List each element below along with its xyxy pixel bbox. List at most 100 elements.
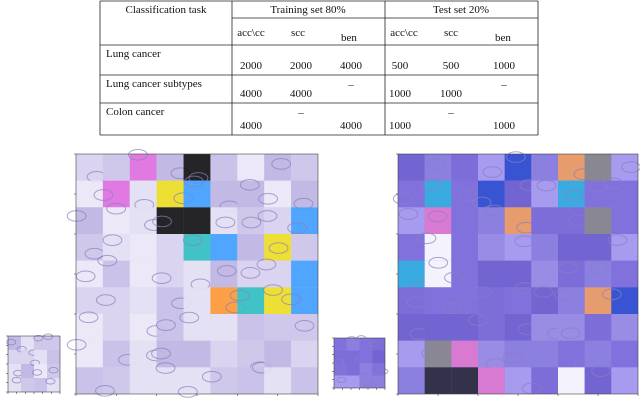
image-tile — [291, 287, 318, 314]
image-tile — [210, 207, 238, 234]
image-tile — [291, 180, 318, 208]
tissue-blob — [591, 365, 611, 377]
image-tile — [34, 336, 47, 350]
image-tile — [210, 340, 238, 368]
image-tile — [129, 207, 157, 234]
tissue-blob — [428, 256, 449, 269]
image-tile — [504, 154, 532, 181]
image-tile — [451, 207, 478, 234]
tissue-blob — [151, 272, 172, 285]
image-tile — [531, 260, 558, 288]
image-tile — [183, 234, 211, 261]
image-tile — [129, 314, 157, 341]
image-tile — [478, 207, 505, 234]
image-tile — [424, 340, 452, 368]
sub-header: ben — [341, 32, 357, 44]
image-tile — [291, 234, 318, 261]
image-tile — [102, 234, 130, 261]
image-tile — [76, 287, 103, 314]
image-tile — [47, 378, 60, 392]
image-tile — [76, 260, 103, 288]
tissue-blob — [603, 177, 623, 190]
image-tile — [210, 314, 238, 341]
cell-value: 1000 — [493, 60, 516, 72]
image-tile — [291, 207, 318, 234]
image-tile — [102, 154, 130, 181]
column-header: Classification task — [126, 4, 207, 16]
tissue-blob — [32, 369, 43, 376]
sub-header: scc — [444, 27, 458, 39]
cell-value: 1000 — [389, 120, 412, 132]
image-tile — [76, 154, 103, 181]
tissue-blob — [33, 334, 44, 342]
image-tile — [451, 180, 478, 208]
cell-value: 4000 — [290, 88, 313, 100]
image-tile — [611, 260, 638, 288]
empty-cell: – — [500, 79, 507, 91]
image-tile — [398, 367, 425, 394]
cell-value: 4000 — [240, 120, 263, 132]
tissue-blob — [553, 288, 574, 301]
tissue-blob — [184, 175, 204, 188]
image-tile — [334, 350, 347, 363]
tissue-blob — [182, 234, 203, 247]
image-tile — [359, 338, 373, 351]
image-tile — [129, 154, 157, 181]
tissue-blob — [368, 341, 379, 348]
image-tile — [291, 260, 318, 288]
tissue-blob — [155, 362, 176, 374]
tissue-blob — [421, 347, 442, 360]
empty-cell: – — [297, 107, 304, 119]
tissue-blob — [6, 338, 17, 346]
image-tile — [264, 340, 292, 368]
image-tile — [584, 340, 612, 368]
image-tile — [291, 154, 318, 181]
image-tile — [584, 314, 612, 341]
image-tile — [183, 314, 211, 341]
image-tile — [451, 314, 478, 341]
cell-value: 500 — [443, 60, 460, 72]
image-tile — [346, 363, 360, 376]
image-tile — [156, 207, 184, 234]
image-tile — [398, 287, 425, 314]
image-tile — [102, 260, 130, 288]
tissue-blob — [484, 204, 505, 217]
empty-cell: – — [347, 79, 354, 91]
image-tile — [237, 154, 265, 181]
image-tile — [359, 350, 373, 363]
image-tile — [210, 234, 238, 261]
image-tile — [21, 350, 34, 364]
image-tile — [611, 207, 638, 234]
image-tile — [34, 350, 47, 364]
image-tile — [237, 340, 265, 368]
image-tile — [531, 154, 558, 181]
image-tile — [478, 234, 505, 261]
image-tile — [76, 234, 103, 261]
image-tile — [21, 364, 34, 378]
image-tile — [102, 340, 130, 368]
image-tile — [334, 363, 347, 376]
tissue-blob — [240, 267, 261, 279]
image-tile — [611, 314, 638, 341]
tissue-blob — [378, 368, 389, 375]
image-tile — [558, 340, 585, 368]
image-tile — [478, 367, 505, 394]
image-tile — [129, 180, 157, 208]
cell-value: 4000 — [340, 60, 363, 72]
tissue-blob — [268, 242, 289, 254]
image-tile — [558, 234, 585, 261]
tissue-blob — [78, 311, 99, 324]
image-tile — [129, 367, 157, 394]
tissue-blob — [589, 261, 609, 274]
tissue-blob — [43, 333, 54, 340]
image-tile — [183, 180, 211, 208]
tissue-blob — [66, 210, 87, 222]
cell-value: 500 — [392, 60, 409, 72]
image-tile — [478, 154, 505, 181]
image-tile — [504, 180, 532, 208]
tissue-blob — [558, 261, 578, 274]
image-tile — [183, 260, 211, 288]
tissue-blob — [336, 376, 347, 383]
tissue-blob — [601, 288, 622, 301]
